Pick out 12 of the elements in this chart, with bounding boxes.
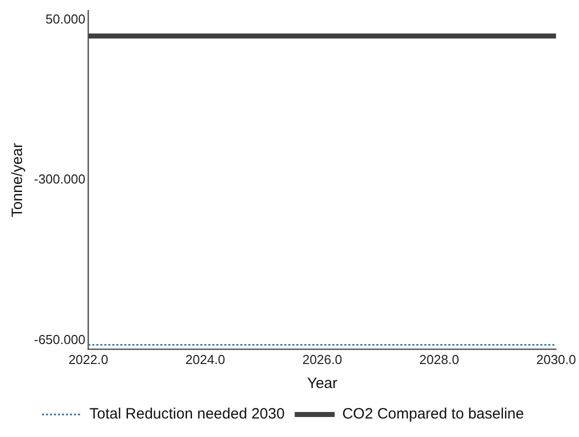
legend-label: Total Reduction needed 2030 <box>90 406 285 423</box>
x-tick-label: 2030.0 <box>536 352 576 367</box>
legend-label: CO2 Compared to baseline <box>342 406 524 423</box>
x-tick-label: 2024.0 <box>185 352 226 367</box>
x-axis-title: Year <box>307 375 338 392</box>
y-tick-label: 50.000 <box>46 12 86 27</box>
x-tick-label: 2022.0 <box>68 352 108 367</box>
x-tick-label: 2028.0 <box>419 352 460 367</box>
y-axis-title: Tonne/year <box>9 142 26 218</box>
x-tick-label: 2026.0 <box>302 352 342 367</box>
y-tick-label: -650.000 <box>34 332 86 347</box>
y-tick-label: -300.000 <box>34 172 86 187</box>
